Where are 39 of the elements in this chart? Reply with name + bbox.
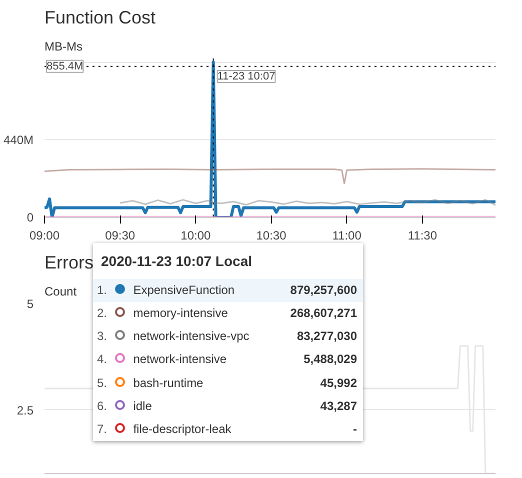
annotation: 3.: [96, 328, 108, 346]
annotation: 268,607,271: [289, 305, 358, 322]
x-tick-label: 09:30: [105, 228, 136, 242]
annotation: 83,277,030: [296, 328, 358, 346]
y-tick-label: 0: [26, 210, 34, 224]
legend-label: bash-runtime: [132, 374, 204, 392]
annotation: 4.: [96, 351, 108, 368]
x-tick-label: 09:00: [29, 228, 60, 242]
legend-label: memory-intensive: [132, 305, 229, 322]
chart-title: Function Cost: [44, 8, 156, 28]
annotation: 45,992: [319, 374, 358, 392]
x-tick-label: 10:30: [256, 228, 287, 242]
legend-label: ExpensiveFunction: [132, 282, 236, 299]
legend-label: network-intensive-vpc: [132, 328, 250, 346]
y-tick-label: 2.5: [16, 403, 34, 418]
ref-line-label: 11-23 10:07: [217, 70, 276, 82]
ref-line-label: 855.4M: [46, 60, 84, 72]
annotation: -: [352, 420, 358, 438]
annotation: 5.: [96, 374, 108, 392]
annotation: 6.: [96, 398, 108, 415]
y-tick-label: 5: [26, 297, 34, 311]
x-tick-label: 10:00: [180, 228, 212, 242]
x-tick-label: 11:00: [332, 228, 362, 242]
text: 879,257,600: [289, 282, 358, 299]
x-tick-label: 11:30: [408, 228, 438, 242]
line-series: [44, 60, 496, 218]
y-axis-title: MB-Ms: [44, 40, 82, 54]
annotation: 2.: [96, 305, 108, 322]
legend-label: file-descriptor-leak: [132, 420, 232, 438]
text: 2020-11-23 10:07 Local: [100, 252, 253, 271]
text: 1.: [96, 282, 108, 299]
annotation: 43,287: [319, 398, 358, 415]
annotation: 7.: [96, 420, 108, 438]
y-axis-title: Count: [44, 284, 78, 298]
y-tick-label: 440M: [3, 132, 34, 147]
legend-label: idle: [132, 398, 153, 415]
annotation: 5,488,029: [302, 351, 358, 368]
chart-title: Errors: [44, 252, 94, 272]
legend-label: network-intensive: [132, 351, 228, 368]
